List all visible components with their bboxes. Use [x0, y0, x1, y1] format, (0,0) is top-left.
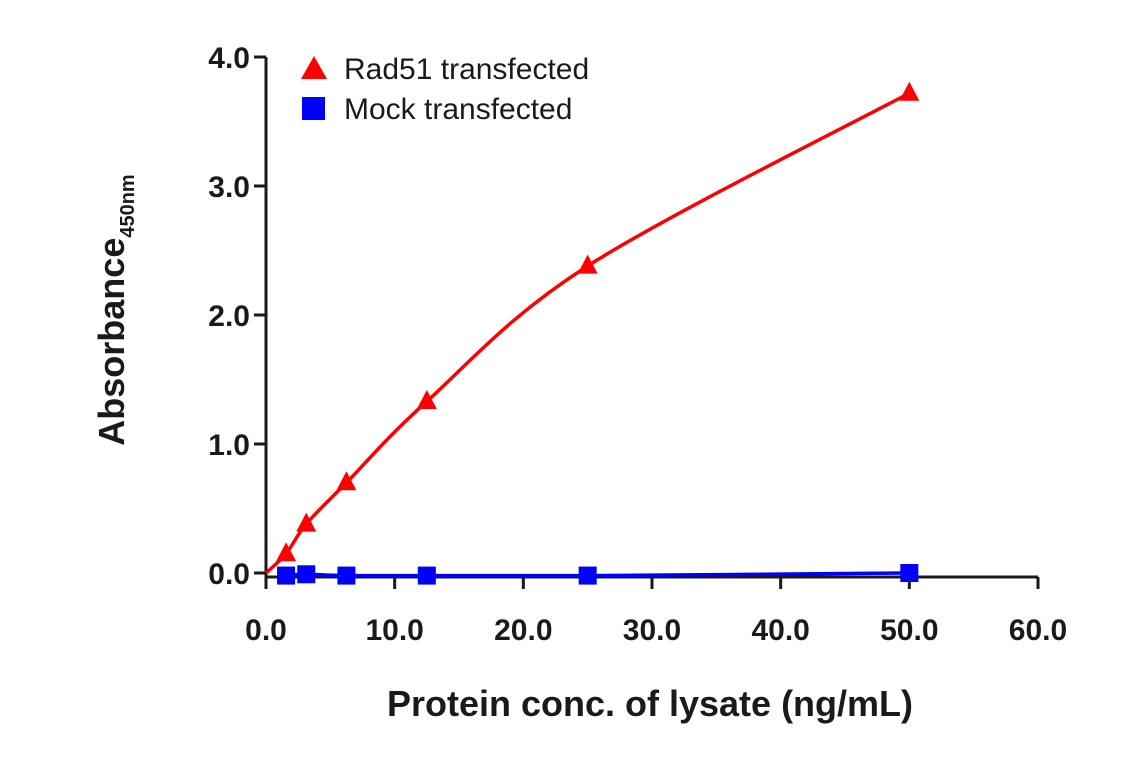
data-point-square: [337, 566, 356, 585]
legend-label-rad51: Rad51 transfected: [344, 53, 589, 86]
x-tick-label: 30.0: [623, 614, 681, 647]
series-layer: [264, 81, 920, 585]
y-axis-title-main: Absorbance: [91, 238, 132, 446]
legend-label-mock: Mock transfected: [344, 93, 572, 126]
data-point-square: [578, 566, 597, 585]
legend-marker-mock: [302, 97, 325, 120]
y-tick-label: 3.0: [208, 171, 250, 204]
data-point-triangle: [899, 81, 920, 101]
x-axis-title: Protein conc. of lysate (ng/mL): [387, 683, 913, 724]
x-tick-label: 10.0: [365, 614, 423, 647]
y-axis-title-subscript: 450nm: [117, 174, 139, 237]
data-point-square: [417, 566, 436, 585]
series-line-1: [285, 571, 910, 578]
y-axis-title: Absorbance450nm: [91, 174, 139, 445]
axes: [264, 57, 1038, 579]
data-point-triangle: [276, 542, 297, 562]
x-tick-label: 40.0: [751, 614, 809, 647]
data-point-triangle: [336, 471, 357, 491]
y-tick-label: 4.0: [208, 42, 250, 75]
y-tick-label: 1.0: [208, 429, 250, 462]
data-point-triangle: [296, 512, 317, 532]
y-tick-label: 0.0: [208, 558, 250, 591]
data-point-triangle: [416, 390, 437, 410]
y-tick-label: 2.0: [208, 300, 250, 333]
x-tick-label: 60.0: [1009, 614, 1067, 647]
series-line-0: [264, 91, 911, 575]
y-ticks: 0.0 1.0 2.0 3.0 4.0: [208, 42, 266, 591]
x-tick-label: 0.0: [245, 614, 287, 647]
legend: Rad51 transfected Mock transfected: [301, 53, 589, 126]
legend-marker-rad51: [301, 56, 327, 79]
data-point-triangle: [577, 254, 598, 274]
data-point-square: [900, 564, 919, 582]
data-point-square: [297, 565, 316, 584]
x-tick-label: 20.0: [494, 614, 552, 647]
x-tick-label: 50.0: [880, 614, 938, 647]
x-ticks: 0.0 10.0 20.0 30.0 40.0 50.0 60.0: [245, 577, 1067, 647]
data-point-square: [277, 566, 296, 585]
